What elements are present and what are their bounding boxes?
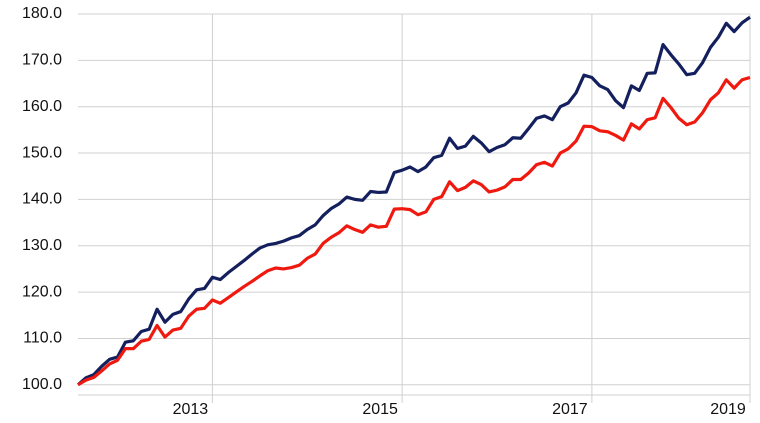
x-tick-label: 2015	[362, 401, 398, 418]
series-line	[77, 75, 751, 387]
x-tick-label: 2019	[710, 401, 746, 418]
y-tick-label: 140.0	[22, 191, 62, 208]
series-line	[76, 15, 751, 387]
y-tick-label: 130.0	[22, 237, 62, 254]
y-tick-label: 120.0	[22, 283, 62, 300]
x-tick-label: 2017	[552, 401, 588, 418]
y-tick-label: 100.0	[22, 376, 62, 393]
y-tick-label: 180.0	[22, 5, 62, 22]
y-tick-label: 160.0	[22, 98, 62, 115]
y-tick-label: 150.0	[22, 144, 62, 161]
y-tick-label: 170.0	[22, 52, 62, 69]
x-tick-label: 2013	[173, 401, 209, 418]
y-tick-label: 110.0	[23, 330, 62, 347]
